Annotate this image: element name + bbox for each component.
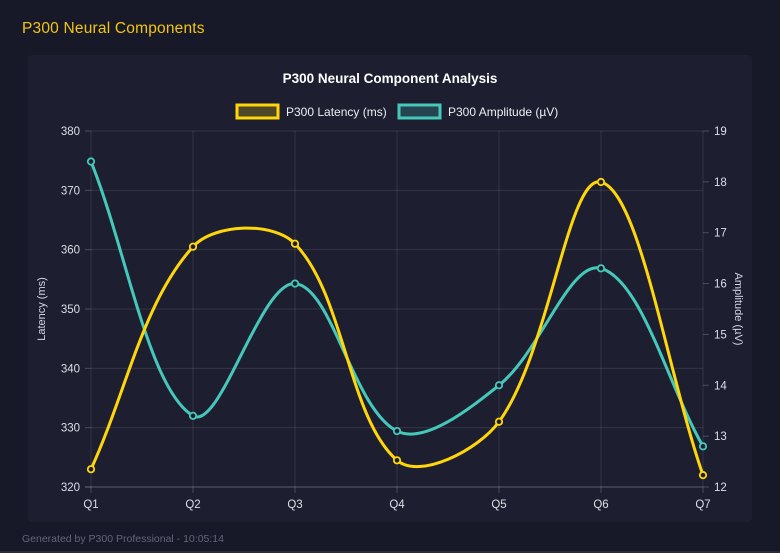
y-axis-right-title: Amplitude (µV) — [732, 273, 744, 346]
data-point[interactable] — [290, 279, 300, 288]
y-axis-right-tick-label: 14 — [714, 380, 727, 392]
footer-status-text: Generated by P300 Professional - 10:05:1… — [22, 533, 224, 545]
y-axis-right-tick-label: 16 — [714, 279, 727, 291]
legend-item-latency[interactable]: P300 Latency (ms) — [235, 103, 387, 120]
data-point[interactable] — [86, 465, 96, 474]
x-axis-tick-label: Q2 — [185, 499, 200, 511]
series-layer — [86, 157, 708, 480]
data-point[interactable] — [596, 177, 606, 187]
data-point[interactable] — [698, 442, 708, 451]
y-axis-right-tick-label: 19 — [714, 126, 727, 138]
data-point[interactable] — [290, 239, 300, 248]
y-axis-left-tick-label: 330 — [61, 423, 80, 435]
data-point[interactable] — [392, 426, 402, 436]
data-point[interactable] — [188, 411, 198, 420]
y-axis-left-tick-label: 350 — [61, 304, 80, 316]
legend-swatch-amplitude — [397, 103, 442, 120]
x-axis-tick-label: Q1 — [83, 499, 98, 511]
data-point[interactable] — [494, 381, 504, 390]
data-point[interactable] — [86, 157, 96, 166]
y-axis-left-tick-label: 320 — [61, 482, 80, 494]
bottom-edge-divider — [0, 551, 780, 553]
chart-panel: P300 Neural Component Analysis P300 Late… — [28, 55, 752, 522]
data-point[interactable] — [698, 471, 708, 480]
data-point[interactable] — [494, 417, 504, 426]
axis-ticks-layer: 320 330 340 350 360 370 380 12 13 14 15 16 17 18 19 Q1 Q… — [61, 126, 728, 511]
chart-legend: P300 Latency (ms) P300 Amplitude (µV) — [235, 103, 558, 120]
data-point[interactable] — [188, 242, 198, 251]
legend-item-amplitude[interactable]: P300 Amplitude (µV) — [397, 103, 558, 120]
legend-swatch-latency — [235, 103, 280, 120]
x-axis-tick-label: Q5 — [491, 499, 506, 511]
x-axis-tick-label: Q4 — [389, 499, 405, 511]
x-axis-tick-label: Q3 — [287, 499, 302, 511]
y-axis-right-tick-label: 15 — [714, 329, 727, 341]
y-axis-right-tick-label: 17 — [714, 228, 727, 240]
legend-label-amplitude: P300 Amplitude (µV) — [448, 105, 558, 119]
legend-label-latency: P300 Latency (ms) — [286, 105, 387, 119]
chart-title: P300 Neural Component Analysis — [283, 71, 498, 86]
x-axis-tick-label: Q7 — [695, 499, 710, 511]
grid-layer — [90, 130, 704, 488]
y-axis-right-tick-label: 13 — [714, 431, 727, 443]
app-title: P300 Neural Components — [22, 20, 205, 37]
data-point[interactable] — [596, 264, 606, 273]
y-axis-right-tick-label: 18 — [714, 177, 727, 189]
data-point[interactable] — [392, 456, 402, 465]
chart-canvas[interactable]: P300 Neural Component Analysis P300 Late… — [28, 55, 752, 522]
y-axis-left-tick-label: 340 — [61, 363, 80, 375]
y-axis-left-title: Latency (ms) — [36, 277, 48, 341]
y-axis-right-tick-label: 12 — [714, 482, 727, 494]
y-axis-left-tick-label: 360 — [61, 245, 80, 257]
x-axis-tick-label: Q6 — [593, 499, 608, 511]
y-axis-left-tick-label: 370 — [61, 185, 80, 197]
y-axis-left-tick-label: 380 — [61, 126, 80, 138]
